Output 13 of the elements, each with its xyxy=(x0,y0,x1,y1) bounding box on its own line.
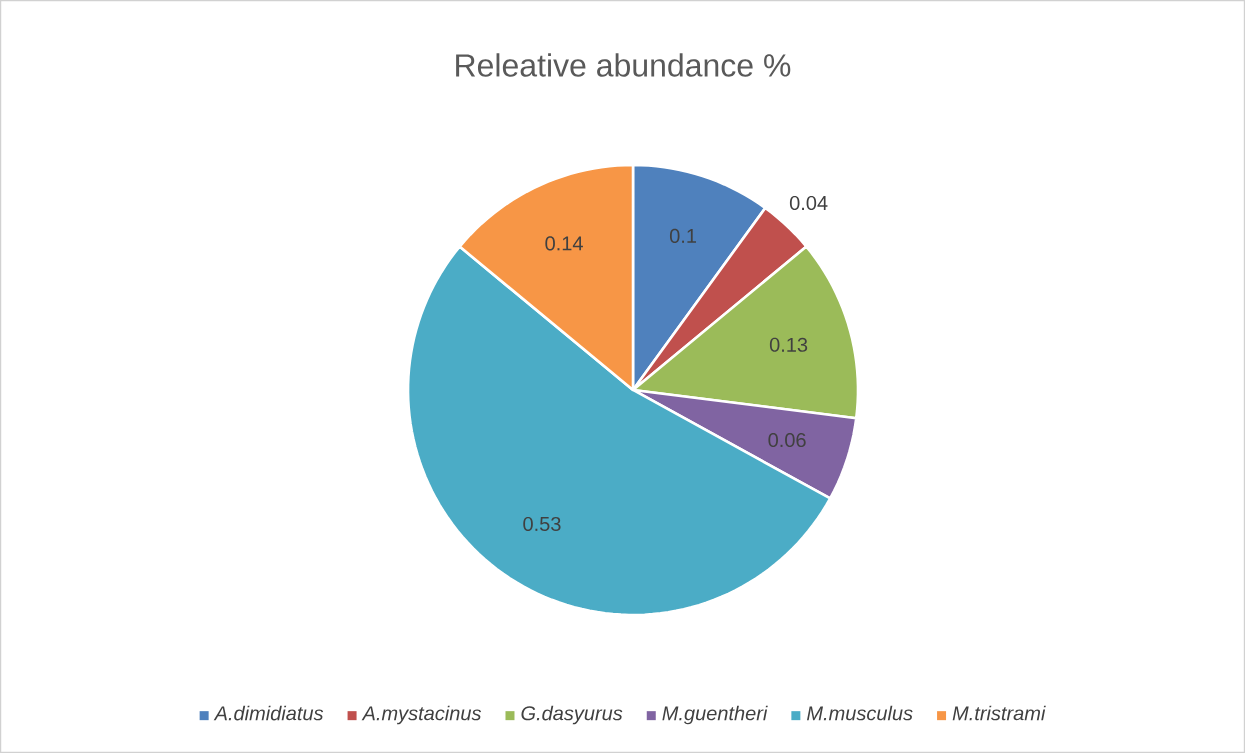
data-label: 0.06 xyxy=(768,432,806,448)
data-label: 0.53 xyxy=(523,516,561,532)
legend-label: M.guentheri xyxy=(662,705,768,725)
legend-label: M.musculus xyxy=(807,705,913,721)
data-label: 0.13 xyxy=(769,337,808,352)
legend-label: M.tristrami xyxy=(952,705,1046,721)
data-label: 0.04 xyxy=(789,195,828,211)
data-label: 0.14 xyxy=(545,236,583,251)
legend-label: G.dasyurus xyxy=(521,705,623,725)
legend-label: A.mystacinus xyxy=(361,705,482,725)
data-label: 0.1 xyxy=(669,228,697,243)
legend-label: A.dimidiatus xyxy=(213,705,324,721)
chart-title: Releative abundance % xyxy=(456,53,791,77)
